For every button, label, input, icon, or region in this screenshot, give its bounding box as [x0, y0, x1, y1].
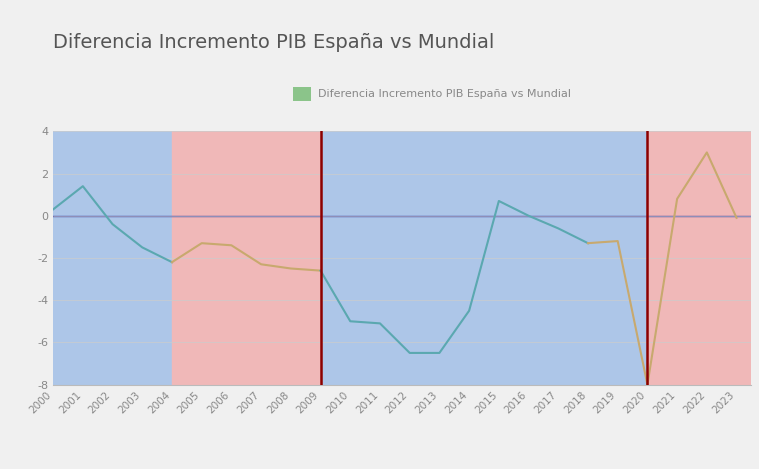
Bar — [647, 131, 759, 385]
Text: Diferencia Incremento PIB España vs Mundial: Diferencia Incremento PIB España vs Mund… — [318, 89, 571, 99]
Bar — [320, 131, 647, 385]
Bar — [53, 131, 172, 385]
Bar — [172, 131, 320, 385]
FancyBboxPatch shape — [293, 87, 311, 101]
Text: Diferencia Incremento PIB España vs Mundial: Diferencia Incremento PIB España vs Mund… — [53, 33, 495, 52]
